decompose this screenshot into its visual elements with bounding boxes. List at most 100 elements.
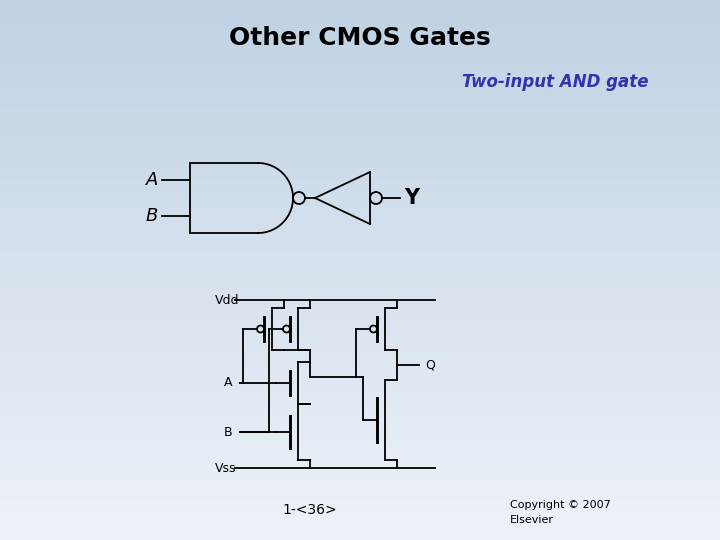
- Bar: [0, 522, 720, 528]
- Text: 1-<36>: 1-<36>: [283, 503, 337, 517]
- Bar: [0, 297, 720, 302]
- Bar: [0, 54, 720, 59]
- Bar: [0, 504, 720, 510]
- Bar: [0, 230, 720, 235]
- Bar: [0, 220, 720, 226]
- Bar: [0, 14, 720, 19]
- Bar: [0, 148, 720, 154]
- Bar: [0, 436, 720, 442]
- Bar: [0, 274, 720, 280]
- Bar: [0, 441, 720, 447]
- Bar: [0, 450, 720, 456]
- Bar: [0, 463, 720, 469]
- Bar: [0, 112, 720, 118]
- Bar: [0, 0, 720, 5]
- Bar: [0, 90, 720, 96]
- Text: B: B: [146, 207, 158, 225]
- Bar: [0, 23, 720, 28]
- Bar: [0, 162, 720, 167]
- Bar: [0, 9, 720, 15]
- Bar: [0, 193, 720, 199]
- Text: Elsevier: Elsevier: [510, 515, 554, 525]
- Bar: [0, 212, 720, 217]
- Bar: [0, 482, 720, 487]
- Bar: [0, 414, 720, 420]
- Text: Q: Q: [425, 359, 435, 372]
- Bar: [0, 94, 720, 100]
- Bar: [0, 50, 720, 55]
- Bar: [0, 135, 720, 140]
- Bar: [0, 459, 720, 464]
- Bar: [0, 324, 720, 329]
- Bar: [0, 531, 720, 537]
- Bar: [0, 517, 720, 523]
- Bar: [0, 63, 720, 69]
- Bar: [0, 225, 720, 231]
- Bar: [0, 126, 720, 132]
- Bar: [0, 477, 720, 483]
- Bar: [0, 293, 720, 298]
- Text: Other CMOS Gates: Other CMOS Gates: [229, 26, 491, 50]
- Bar: [0, 513, 720, 518]
- Bar: [0, 4, 720, 10]
- Text: Copyright © 2007: Copyright © 2007: [510, 500, 611, 510]
- Bar: [0, 158, 720, 163]
- Bar: [0, 239, 720, 244]
- Bar: [0, 418, 720, 424]
- Bar: [0, 320, 720, 325]
- Bar: [0, 284, 720, 289]
- Text: Y: Y: [405, 188, 420, 208]
- Bar: [0, 301, 720, 307]
- Bar: [0, 351, 720, 356]
- Bar: [0, 288, 720, 294]
- Bar: [0, 81, 720, 86]
- Bar: [0, 347, 720, 352]
- Bar: [0, 144, 720, 150]
- Bar: [0, 216, 720, 221]
- Bar: [0, 58, 720, 64]
- Bar: [0, 423, 720, 429]
- Text: A: A: [146, 171, 158, 189]
- Bar: [0, 315, 720, 321]
- Bar: [0, 446, 720, 451]
- Bar: [0, 328, 720, 334]
- Bar: [0, 486, 720, 491]
- Bar: [0, 256, 720, 262]
- Bar: [0, 500, 720, 505]
- Bar: [0, 198, 720, 204]
- Bar: [0, 310, 720, 316]
- Bar: [0, 166, 720, 172]
- Bar: [0, 185, 720, 190]
- Bar: [0, 202, 720, 208]
- Bar: [0, 490, 720, 496]
- Bar: [0, 409, 720, 415]
- Bar: [0, 139, 720, 145]
- Text: Vss: Vss: [215, 462, 236, 475]
- Bar: [0, 369, 720, 375]
- Bar: [0, 45, 720, 51]
- Bar: [0, 104, 720, 109]
- Bar: [0, 526, 720, 532]
- Bar: [0, 247, 720, 253]
- Bar: [0, 455, 720, 460]
- Bar: [0, 68, 720, 73]
- Bar: [0, 27, 720, 32]
- Bar: [0, 207, 720, 213]
- Bar: [0, 382, 720, 388]
- Bar: [0, 117, 720, 123]
- Bar: [0, 72, 720, 78]
- Bar: [0, 189, 720, 194]
- Bar: [0, 338, 720, 343]
- Bar: [0, 392, 720, 397]
- Bar: [0, 176, 720, 181]
- Bar: [0, 405, 720, 410]
- Bar: [0, 243, 720, 248]
- Bar: [0, 306, 720, 312]
- Bar: [0, 99, 720, 105]
- Bar: [0, 495, 720, 501]
- Bar: [0, 18, 720, 24]
- Bar: [0, 364, 720, 370]
- Bar: [0, 509, 720, 514]
- Bar: [0, 472, 720, 478]
- Bar: [0, 180, 720, 186]
